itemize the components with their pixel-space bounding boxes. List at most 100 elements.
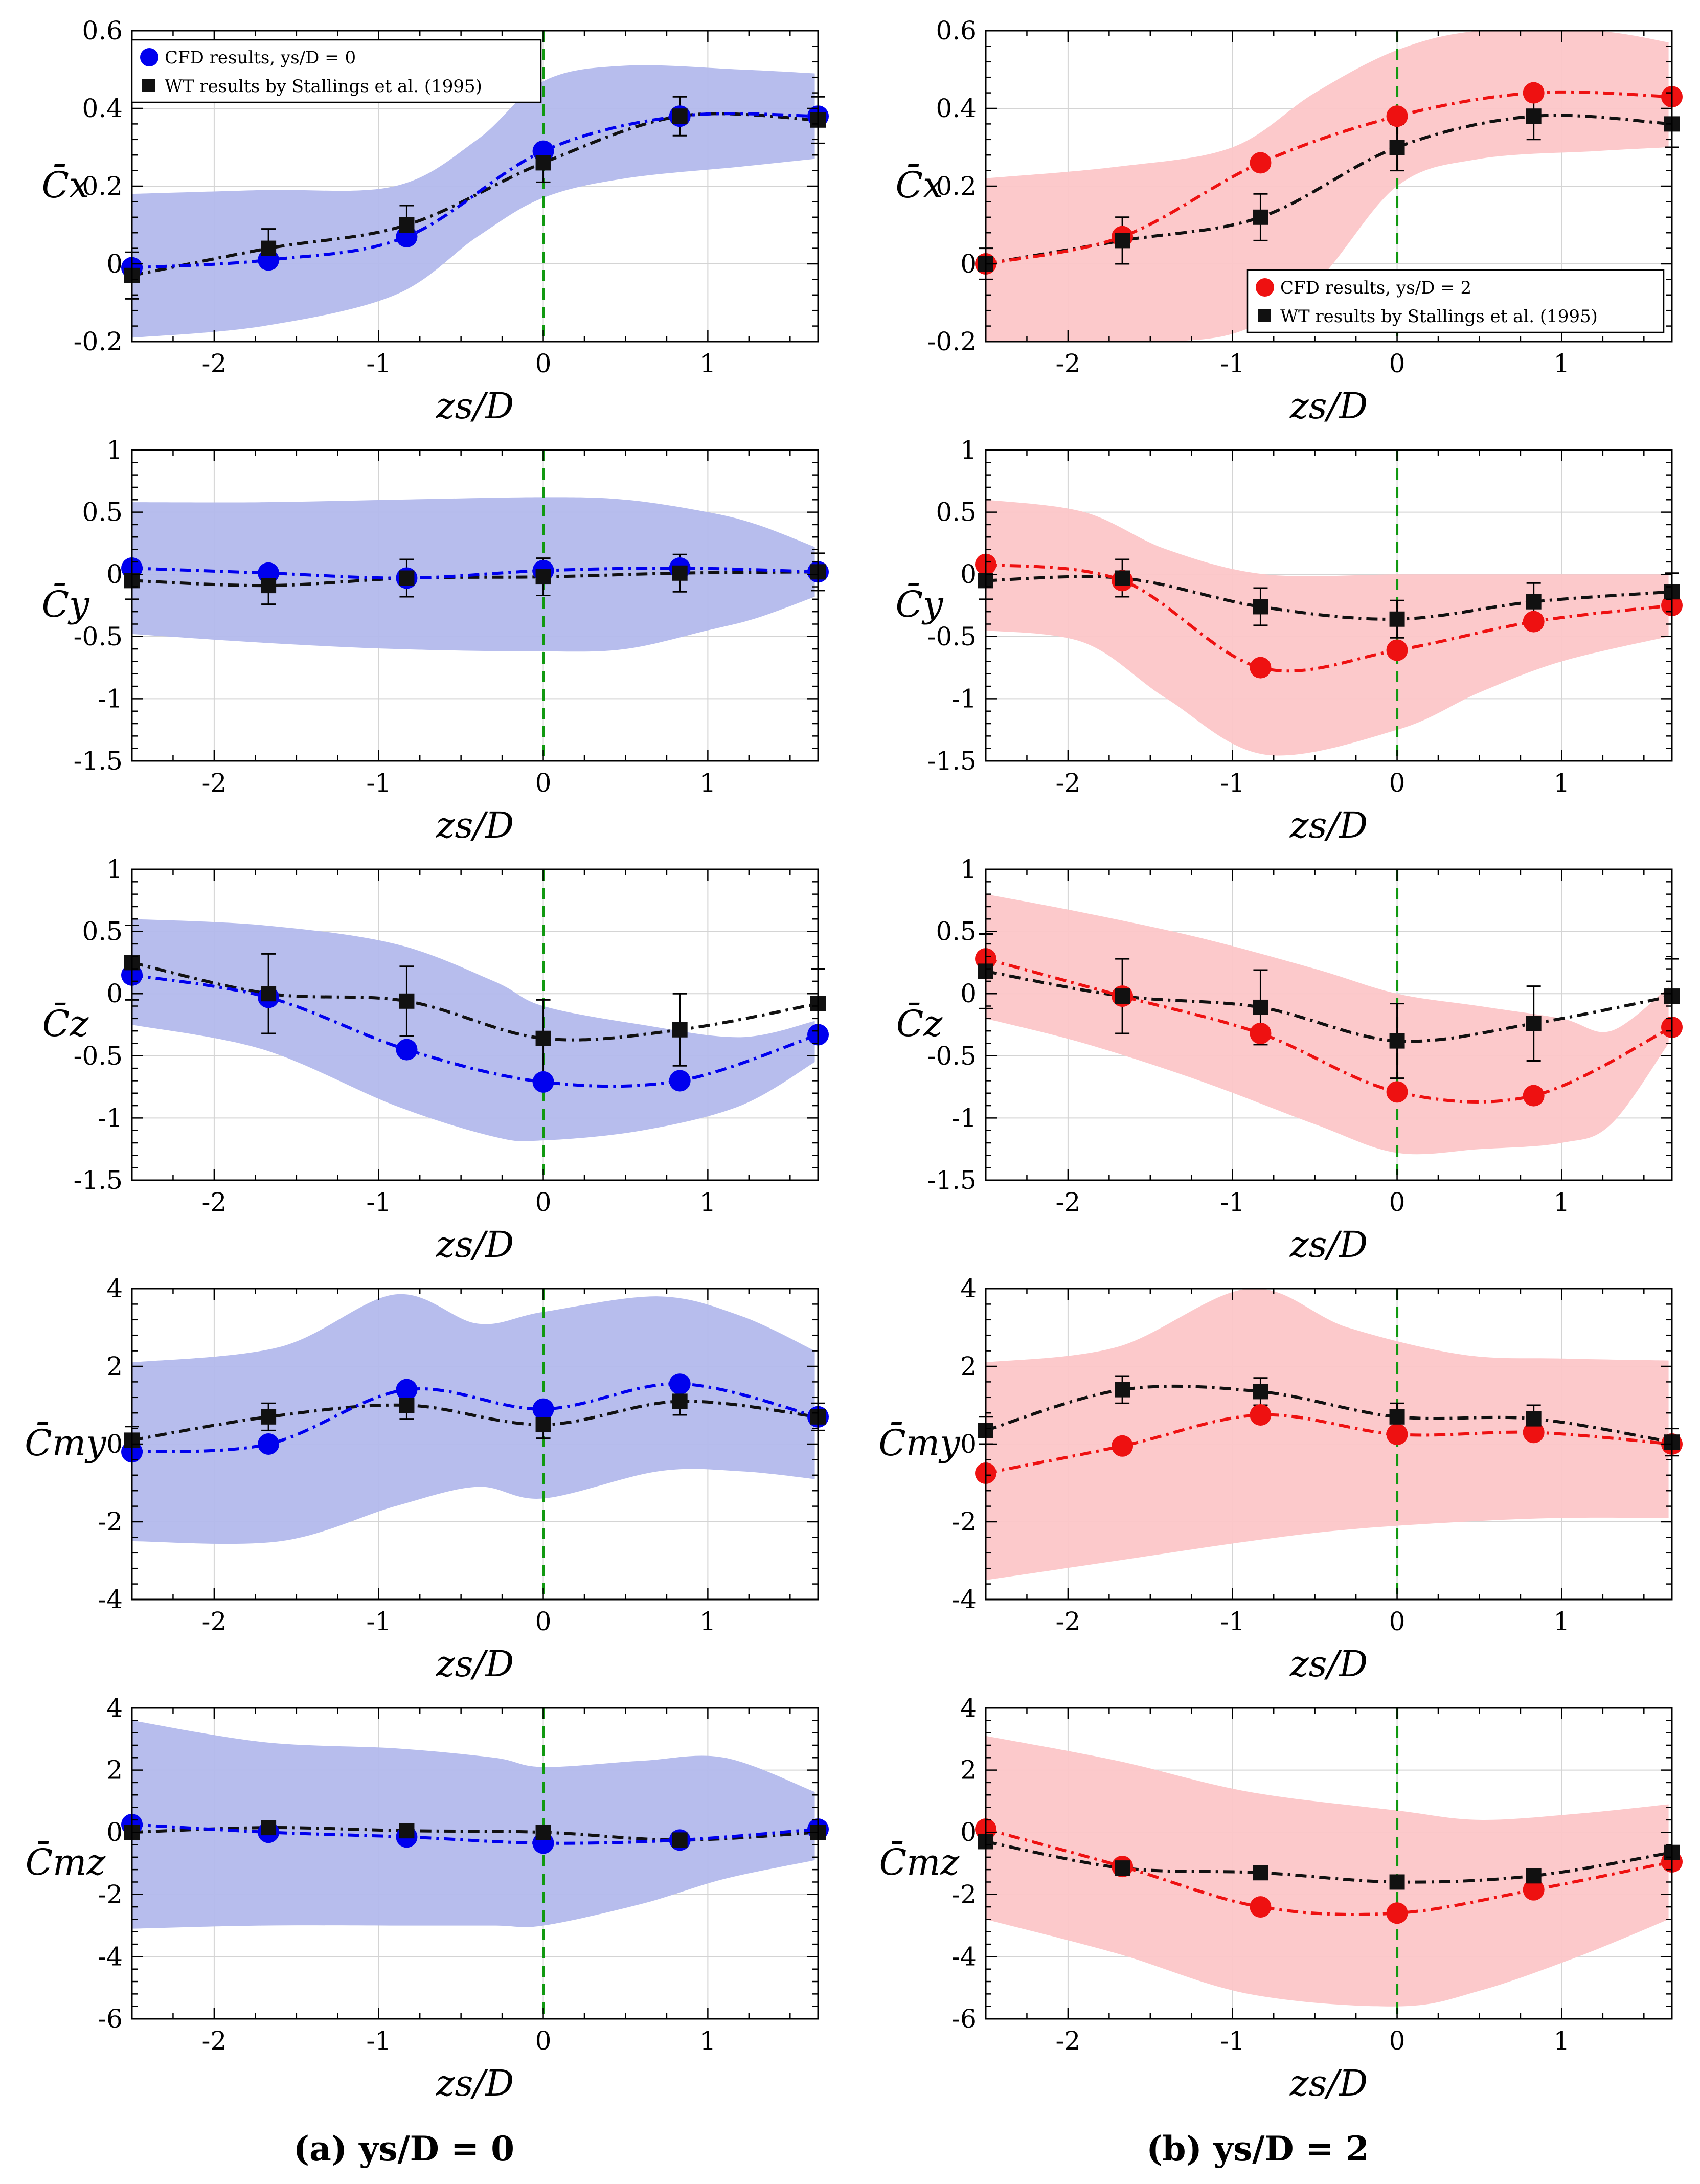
panel-b3-cfd-point-4: [1523, 1422, 1545, 1444]
panel-b4-ytick-label-3: 0: [960, 1817, 977, 1847]
panel-b2-wt-line: [986, 970, 1672, 1043]
panel-a0-wt-point-4: [672, 108, 688, 124]
panel-b3-xtick-label-1: -1: [1220, 1607, 1245, 1636]
panel-a0-ytick-label-3: 0.4: [82, 94, 123, 123]
panel-a4-cfd-line: [132, 1823, 818, 1845]
panel-a3-cfd-point-3: [532, 1398, 554, 1420]
panel-a3-cfd-point-2: [396, 1379, 418, 1401]
panel-b0-xlabel: zs/D: [1289, 385, 1368, 427]
panel-b1-ytick-label-4: 0.5: [936, 498, 977, 527]
panel-a1-xlabel: zs/D: [436, 804, 514, 846]
panel-a3-ytick-label-4: 4: [106, 1274, 123, 1303]
panel-b1-wt-point-1: [1115, 570, 1130, 586]
panel-a2-xtick-label-1: -1: [366, 1187, 391, 1217]
panel-a0-ytick-label-4: 0.6: [82, 16, 123, 46]
panel-a2-wt-point-2: [399, 993, 415, 1009]
panel-b2-wt-point-4: [1526, 1016, 1542, 1031]
panel-a2-xtick-label-0: -2: [202, 1187, 227, 1217]
panel-b0-cfd-line: [986, 90, 1672, 265]
panel-b2-xtick-label-0: -2: [1056, 1187, 1081, 1217]
panel-b1-cfd-point-2: [1250, 657, 1272, 679]
panel-b0: -2 -1 0 1 -0.2 0 0.2 0.4 0.6 zs/D C̄x: [895, 16, 1683, 427]
panel-a3-wt-point-3: [535, 1417, 551, 1432]
panel-b1-xtick-label-2: 0: [1389, 768, 1406, 798]
panel-b0-uncertainty-band: [986, 31, 1669, 342]
legend-b-cfd-marker: [1256, 278, 1274, 297]
panel-b3-wt-point-4: [1526, 1411, 1542, 1427]
panel-b0-wt-point-4: [1526, 108, 1542, 124]
panel-b1-cfd-line: [986, 562, 1672, 673]
panel-b1-wt-point-2: [1253, 599, 1268, 615]
panel-a2-cfd-point-4: [669, 1070, 691, 1092]
panel-a2-wt-point-4: [672, 1022, 688, 1038]
panel-b0-xtick-label-2: 0: [1389, 349, 1406, 378]
panel-b1-uncertainty-band: [986, 500, 1669, 756]
panel-a1-ytick-label-3: 0: [106, 559, 123, 589]
panel-b0-wt-point-2: [1253, 209, 1268, 225]
panel-b3-wt-line: [986, 1384, 1672, 1444]
panel-a3-cfd-point-4: [669, 1373, 691, 1395]
panel-a3-wt-point-2: [399, 1398, 415, 1413]
panel-a2-ytick-label-5: 1: [106, 854, 123, 884]
panel-a2-wt-point-1: [261, 986, 277, 1002]
panel-a2-cfd-point-3: [532, 1071, 554, 1093]
panel-b4-cfd-point-3: [1386, 1902, 1408, 1924]
panel-b2-ylabel: C̄z: [896, 1002, 943, 1045]
panel-a1-cfd-line: [132, 566, 818, 580]
panel-b3-wt-point-1: [1115, 1382, 1130, 1398]
panel-a2-ylabel: C̄z: [42, 1002, 89, 1045]
panel-a2-ytick-label-0: -1.5: [74, 1165, 123, 1195]
panel-b3-cfd-line: [986, 1413, 1672, 1475]
panel-a4-wt-point-3: [535, 1825, 551, 1840]
panel-b2-ytick-label-4: 0.5: [936, 917, 977, 947]
legend-b-box: [1246, 269, 1665, 333]
panel-b3-wt-point-2: [1253, 1384, 1268, 1400]
panel-b2-ytick-label-2: -0.5: [927, 1041, 977, 1071]
panel-a3-ylabel: C̄my: [25, 1422, 107, 1464]
panel-b1-wt-point-3: [1389, 611, 1405, 627]
panel-a3-ytick-label-3: 2: [106, 1352, 123, 1381]
panel-b0-cfd-point-4: [1523, 82, 1545, 104]
panel-a3: -2 -1 0 1 -4 -2 0 2 4 zs/D C̄my: [25, 1274, 829, 1685]
panel-b4-wt-point-3: [1389, 1874, 1405, 1890]
panel-b2-ytick-label-1: -1: [951, 1103, 977, 1133]
panel-a0-xlabel: zs/D: [436, 385, 514, 427]
panel-b4-wt-point-4: [1526, 1868, 1542, 1884]
panel-b3-ytick-label-1: -2: [951, 1507, 977, 1537]
panel-b1-ytick-label-3: 0: [960, 559, 977, 589]
panel-b0-xtick-label-3: 1: [1553, 349, 1570, 378]
panel-a1-ytick-label-2: -0.5: [74, 622, 123, 651]
legend-b-wt-marker: [1258, 309, 1271, 322]
panel-b3-ylabel: C̄my: [878, 1422, 961, 1464]
panel-a0-ytick-label-2: 0.2: [82, 171, 123, 201]
panel-b1-ylabel: C̄y: [895, 583, 944, 625]
panel-a1-wt-point-1: [261, 578, 277, 594]
panel-a1-xtick-label-2: 0: [535, 768, 552, 798]
panel-a4-xtick-label-2: 0: [535, 2026, 552, 2056]
panel-a0-wt-line: [132, 112, 818, 277]
panel-b2-cfd-point-2: [1250, 1023, 1272, 1045]
panel-b4-ylabel: C̄mz: [879, 1841, 960, 1883]
panel-b0-wt-point-1: [1115, 233, 1130, 249]
panel-b2-xtick-label-2: 0: [1389, 1187, 1406, 1217]
panel-b3-cfd-point-2: [1250, 1404, 1272, 1426]
panel-a3-ytick-label-0: -4: [98, 1585, 123, 1614]
panel-b3-xlabel: zs/D: [1289, 1643, 1368, 1685]
panel-b0-ytick-label-1: 0: [960, 249, 977, 279]
panel-a0: -2 -1 0 1 -0.2 0 0.2 0.4 0.6 zs/D C̄x: [41, 16, 829, 427]
legend-a: CFD results, ys/D = 0 WT results by Stal…: [131, 39, 542, 103]
panel-a1-xtick-label-3: 1: [699, 768, 716, 798]
panel-a3-wt-point-4: [672, 1393, 688, 1409]
panel-b1-xlabel: zs/D: [1289, 804, 1368, 846]
caption-a: (a) ys/D = 0: [293, 2129, 514, 2169]
legend-a-wt-marker: [142, 79, 155, 92]
panel-b3-cfd-point-1: [1112, 1435, 1134, 1457]
panel-a4-wt-line: [132, 1826, 818, 1842]
panel-b1: -2 -1 0 1 -1.5 -1 -0.5 0 0.5 1 zs/D C̄y: [895, 435, 1683, 846]
panel-b2-wt-point-1: [1115, 988, 1130, 1004]
panel-b1-ytick-label-1: -1: [951, 684, 977, 713]
panel-a3-xtick-label-3: 1: [699, 1607, 716, 1636]
panel-a1-ylabel: C̄y: [41, 583, 90, 625]
panel-b3-ytick-label-0: -4: [951, 1585, 977, 1614]
panel-b2-axes-frame: [985, 868, 1673, 1181]
